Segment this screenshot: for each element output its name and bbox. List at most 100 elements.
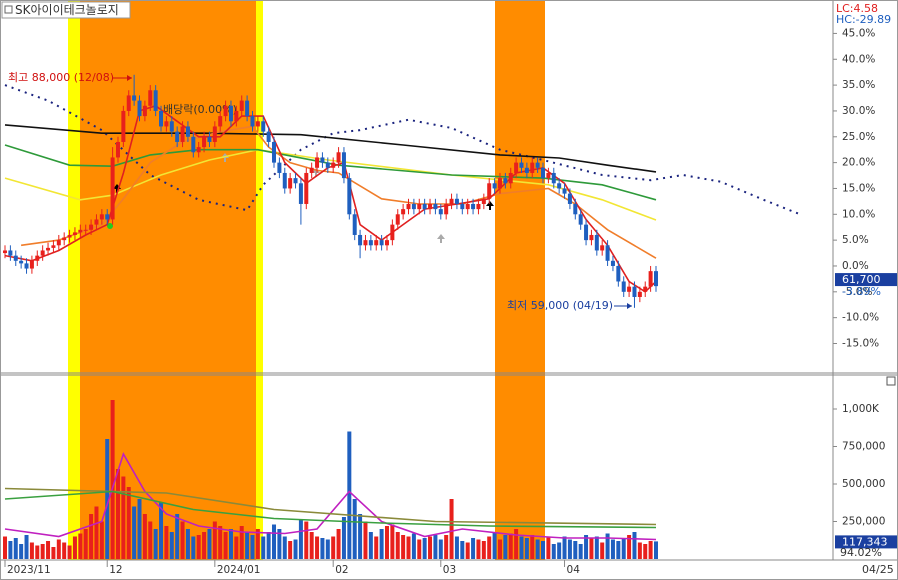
volume-bar — [487, 536, 492, 559]
volume-bar — [347, 431, 352, 559]
volume-bar — [578, 544, 583, 559]
volume-bar — [159, 502, 164, 559]
volume-bar — [605, 533, 610, 559]
volume-bar — [352, 499, 357, 559]
candle-body — [449, 198, 454, 204]
candle-body — [315, 157, 320, 168]
candle-body — [643, 286, 648, 292]
candle-body — [336, 152, 341, 163]
volume-bar — [417, 539, 422, 559]
last-change: -3.89% — [842, 285, 881, 298]
candle-body — [390, 224, 395, 241]
candle-body — [180, 126, 185, 142]
volume-bar — [175, 514, 180, 559]
volume-bar — [272, 524, 277, 559]
volume-bar — [298, 520, 303, 559]
volume-bar — [600, 542, 605, 559]
volume-bar — [261, 536, 266, 559]
volume-bar — [8, 541, 13, 559]
candle-body — [438, 209, 443, 215]
volume-bar — [363, 521, 368, 559]
candle-body — [524, 167, 529, 173]
volume-bar — [29, 542, 34, 559]
pane-icon[interactable] — [886, 376, 896, 386]
candle-body — [508, 172, 513, 184]
volume-bar — [530, 535, 535, 559]
candle-body — [51, 245, 56, 248]
candle-body — [245, 100, 250, 117]
volume-bar — [121, 476, 126, 559]
signal-dot — [107, 223, 113, 229]
volume-bar — [562, 536, 567, 559]
volume-bar — [115, 469, 120, 559]
candle-body — [164, 121, 169, 127]
volume-bar — [19, 544, 24, 559]
volume-bar — [616, 541, 621, 559]
candle-body — [72, 232, 77, 235]
candle-body — [621, 281, 626, 292]
candle-body — [476, 203, 481, 210]
volume-bar — [648, 541, 653, 559]
volume-bar — [331, 536, 336, 559]
volume-bar — [508, 533, 513, 559]
candle-body — [395, 214, 400, 225]
volume-bar — [325, 539, 330, 559]
candle-body — [148, 90, 153, 106]
candle-body — [492, 183, 497, 189]
volume-bar — [492, 532, 497, 559]
volume-bar — [89, 514, 94, 559]
ma-line — [4, 452, 657, 541]
candle-body — [347, 178, 352, 215]
chart-title: SK아이이테크놀로지 — [15, 3, 119, 17]
volume-bar — [471, 538, 476, 559]
volume-bar — [3, 536, 8, 559]
x-tick-label: 2023/11 — [7, 564, 51, 576]
candle-body — [191, 136, 196, 153]
y-tick-label: -15.0% — [842, 337, 879, 349]
candle-body — [62, 237, 67, 241]
candle-body — [218, 116, 223, 127]
volume-bar — [476, 539, 481, 559]
candle-body — [126, 95, 131, 111]
y-tick-label: 5.0% — [842, 234, 869, 246]
volume-bar — [164, 526, 169, 559]
volume-bar — [465, 542, 470, 559]
last-price: 61,700 — [842, 273, 881, 286]
candle-body — [384, 240, 389, 246]
candle-body — [541, 167, 546, 179]
y-tick-label: 25.0% — [842, 131, 875, 143]
y-tick-label: 15.0% — [842, 182, 875, 194]
title-icon — [4, 5, 13, 14]
x-tick-label: 02 — [335, 564, 348, 576]
candle-body — [358, 234, 363, 246]
volume-bar — [481, 541, 486, 559]
volume-bar — [627, 535, 632, 559]
volume-bar — [584, 535, 589, 559]
candle-body — [535, 162, 540, 168]
candle-body — [196, 147, 201, 153]
candle-body — [610, 260, 615, 266]
candle-body — [159, 110, 164, 127]
volume-bar — [573, 541, 578, 559]
volume-bar — [83, 529, 88, 559]
volume-bar — [40, 544, 45, 559]
candle-body — [341, 152, 346, 179]
candle-body — [331, 162, 336, 168]
candle-body — [578, 214, 583, 225]
volume-bar — [621, 538, 626, 559]
hc-label: HC:-29.89 — [836, 13, 891, 26]
signal-band — [80, 0, 256, 560]
y-tick-label: -5.0% — [842, 286, 872, 298]
volume-bar — [514, 529, 519, 559]
candle-body — [83, 229, 88, 231]
candle-body — [29, 260, 34, 269]
candle-body — [223, 105, 228, 117]
volume-bar — [228, 529, 233, 559]
candle-body — [19, 260, 24, 264]
candle-body — [422, 203, 427, 210]
candle-body — [411, 203, 416, 210]
candle-body — [175, 131, 180, 142]
volume-bar — [35, 545, 40, 559]
candle-body — [234, 110, 239, 122]
